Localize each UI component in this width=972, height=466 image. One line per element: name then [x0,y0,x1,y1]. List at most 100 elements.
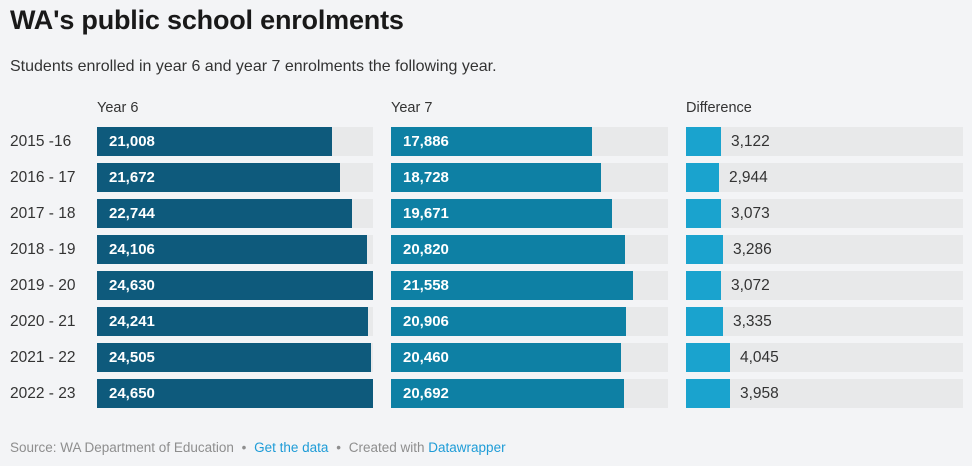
chart-row: 2020 - 21 24,241 20,906 3,335 [0,307,972,343]
year6-bar-track: 24,630 [97,271,373,300]
difference-bar-track: 2,944 [686,163,963,192]
difference-bar[interactable] [686,199,721,228]
difference-value-label: 3,286 [733,241,772,258]
year7-bar-track: 17,886 [391,127,668,156]
year7-value-label: 20,692 [403,385,449,402]
year7-value-label: 17,886 [403,133,449,150]
year6-value-label: 24,630 [109,277,155,294]
chart-row: 2018 - 19 24,106 20,820 3,286 [0,235,972,271]
year6-bar[interactable] [97,307,368,336]
get-the-data-link[interactable]: Get the data [254,440,329,455]
difference-bar-track: 3,122 [686,127,963,156]
year6-bar[interactable] [97,271,373,300]
year7-value-label: 18,728 [403,169,449,186]
year6-value-label: 22,744 [109,205,155,222]
row-label: 2018 - 19 [10,241,76,258]
year7-bar-track: 20,820 [391,235,668,264]
page-title: WA's public school enrolments [10,5,404,35]
row-label: 2022 - 23 [10,385,76,402]
year7-bar-track: 20,460 [391,343,668,372]
year7-bar-track: 20,906 [391,307,668,336]
column-headers: Year 6 Year 7 Difference [0,100,972,118]
year6-bar[interactable] [97,127,332,156]
datawrapper-link[interactable]: Datawrapper [428,440,506,455]
difference-value-label: 3,072 [731,277,770,294]
year6-bar[interactable] [97,235,367,264]
year6-value-label: 24,505 [109,349,155,366]
year7-bar[interactable] [391,199,612,228]
row-label: 2019 - 20 [10,277,76,294]
year7-value-label: 20,820 [403,241,449,258]
year6-value-label: 24,650 [109,385,155,402]
difference-value-label: 3,122 [731,133,770,150]
difference-value-label: 2,944 [729,169,768,186]
row-label: 2021 - 22 [10,349,76,366]
difference-bar[interactable] [686,235,723,264]
chart-row: 2015 -16 21,008 17,886 3,122 [0,127,972,163]
year7-value-label: 20,906 [403,313,449,330]
difference-bar[interactable] [686,379,730,408]
difference-bar[interactable] [686,343,730,372]
row-label: 2015 -16 [10,133,72,150]
created-with-text: Created with [348,440,425,455]
difference-bar[interactable] [686,271,721,300]
footer-separator: • [336,440,341,455]
year6-bar[interactable] [97,379,373,408]
year6-bar-track: 22,744 [97,199,373,228]
difference-bar-track: 3,073 [686,199,963,228]
year7-bar[interactable] [391,379,624,408]
column-header-difference: Difference [686,100,752,116]
year6-bar-track: 24,241 [97,307,373,336]
chart-row: 2019 - 20 24,630 21,558 3,072 [0,271,972,307]
difference-value-label: 4,045 [740,349,779,366]
column-header-year7: Year 7 [391,100,433,116]
year7-value-label: 19,671 [403,205,449,222]
difference-bar[interactable] [686,307,723,336]
row-label: 2020 - 21 [10,313,76,330]
year7-value-label: 21,558 [403,277,449,294]
difference-bar-track: 4,045 [686,343,963,372]
year6-bar-track: 24,650 [97,379,373,408]
difference-bar[interactable] [686,163,719,192]
page-subtitle: Students enrolled in year 6 and year 7 e… [10,58,497,75]
year7-bar-track: 21,558 [391,271,668,300]
difference-value-label: 3,958 [740,385,779,402]
year6-bar-track: 21,672 [97,163,373,192]
row-label: 2017 - 18 [10,205,76,222]
chart-row: 2016 - 17 21,672 18,728 2,944 [0,163,972,199]
difference-bar[interactable] [686,127,721,156]
year6-value-label: 24,241 [109,313,155,330]
year7-bar-track: 20,692 [391,379,668,408]
chart-row: 2017 - 18 22,744 19,671 3,073 [0,199,972,235]
year6-bar-track: 21,008 [97,127,373,156]
source-text: Source: WA Department of Education [10,440,234,455]
chart-row: 2021 - 22 24,505 20,460 4,045 [0,343,972,379]
year6-value-label: 21,008 [109,133,155,150]
year7-bar-track: 18,728 [391,163,668,192]
year6-bar-track: 24,106 [97,235,373,264]
difference-bar-track: 3,958 [686,379,963,408]
year7-bar[interactable] [391,343,621,372]
chart-rows: 2015 -16 21,008 17,886 3,122 2016 - 17 21,672… [0,127,972,415]
difference-value-label: 3,335 [733,313,772,330]
year6-bar[interactable] [97,163,340,192]
year6-bar[interactable] [97,343,371,372]
row-label: 2016 - 17 [10,169,76,186]
year6-bar-track: 24,505 [97,343,373,372]
year7-bar[interactable] [391,307,626,336]
year6-value-label: 24,106 [109,241,155,258]
year6-bar[interactable] [97,199,352,228]
year6-value-label: 21,672 [109,169,155,186]
year7-bar-track: 19,671 [391,199,668,228]
year7-bar[interactable] [391,271,633,300]
difference-bar-track: 3,072 [686,271,963,300]
difference-bar-track: 3,335 [686,307,963,336]
footer-separator: • [241,440,247,455]
difference-value-label: 3,073 [731,205,770,222]
footer: Source: WA Department of Education • Get… [10,440,506,455]
year7-bar[interactable] [391,127,592,156]
year7-value-label: 20,460 [403,349,449,366]
year7-bar[interactable] [391,163,601,192]
year7-bar[interactable] [391,235,625,264]
difference-bar-track: 3,286 [686,235,963,264]
